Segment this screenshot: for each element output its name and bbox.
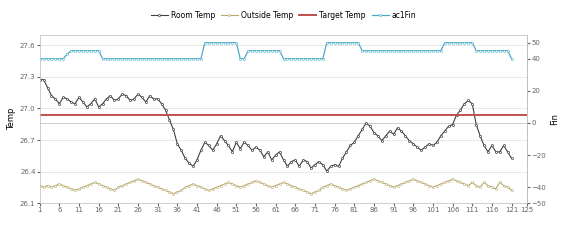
Line: Room Temp: Room Temp bbox=[39, 79, 513, 172]
Room Temp bbox=[481, 144, 488, 147]
Target Temp bbox=[36, 114, 43, 116]
ac1Fin bbox=[83, 49, 90, 52]
ac1Fin bbox=[201, 41, 208, 44]
ac1Fin bbox=[335, 41, 342, 44]
Line: ac1Fin: ac1Fin bbox=[39, 42, 513, 60]
Outside Temp bbox=[339, 187, 346, 190]
Target Temp bbox=[32, 114, 39, 116]
Room Temp bbox=[508, 157, 515, 160]
Y-axis label: Fin: Fin bbox=[551, 113, 560, 125]
Outside Temp bbox=[485, 184, 492, 187]
ac1Fin bbox=[508, 57, 515, 60]
ac1Fin bbox=[146, 57, 153, 60]
Room Temp bbox=[323, 170, 330, 173]
Room Temp bbox=[36, 78, 43, 81]
Room Temp bbox=[146, 94, 153, 97]
Outside Temp bbox=[170, 192, 177, 195]
Room Temp bbox=[359, 128, 366, 131]
ac1Fin bbox=[36, 57, 43, 60]
Outside Temp bbox=[36, 184, 43, 187]
Line: Outside Temp: Outside Temp bbox=[39, 178, 513, 195]
Outside Temp bbox=[508, 189, 515, 192]
ac1Fin bbox=[241, 57, 248, 60]
ac1Fin bbox=[481, 49, 488, 52]
ac1Fin bbox=[359, 49, 366, 52]
Outside Temp bbox=[150, 184, 157, 187]
Y-axis label: Temp: Temp bbox=[7, 108, 16, 130]
Legend: Room Temp, Outside Temp, Target Temp, ac1Fin: Room Temp, Outside Temp, Target Temp, ac… bbox=[148, 8, 419, 23]
Outside Temp bbox=[363, 181, 370, 184]
Room Temp bbox=[83, 106, 90, 108]
Room Temp bbox=[237, 147, 244, 150]
Outside Temp bbox=[83, 184, 90, 187]
Outside Temp bbox=[134, 178, 141, 181]
Outside Temp bbox=[245, 183, 252, 185]
Room Temp bbox=[335, 165, 342, 168]
